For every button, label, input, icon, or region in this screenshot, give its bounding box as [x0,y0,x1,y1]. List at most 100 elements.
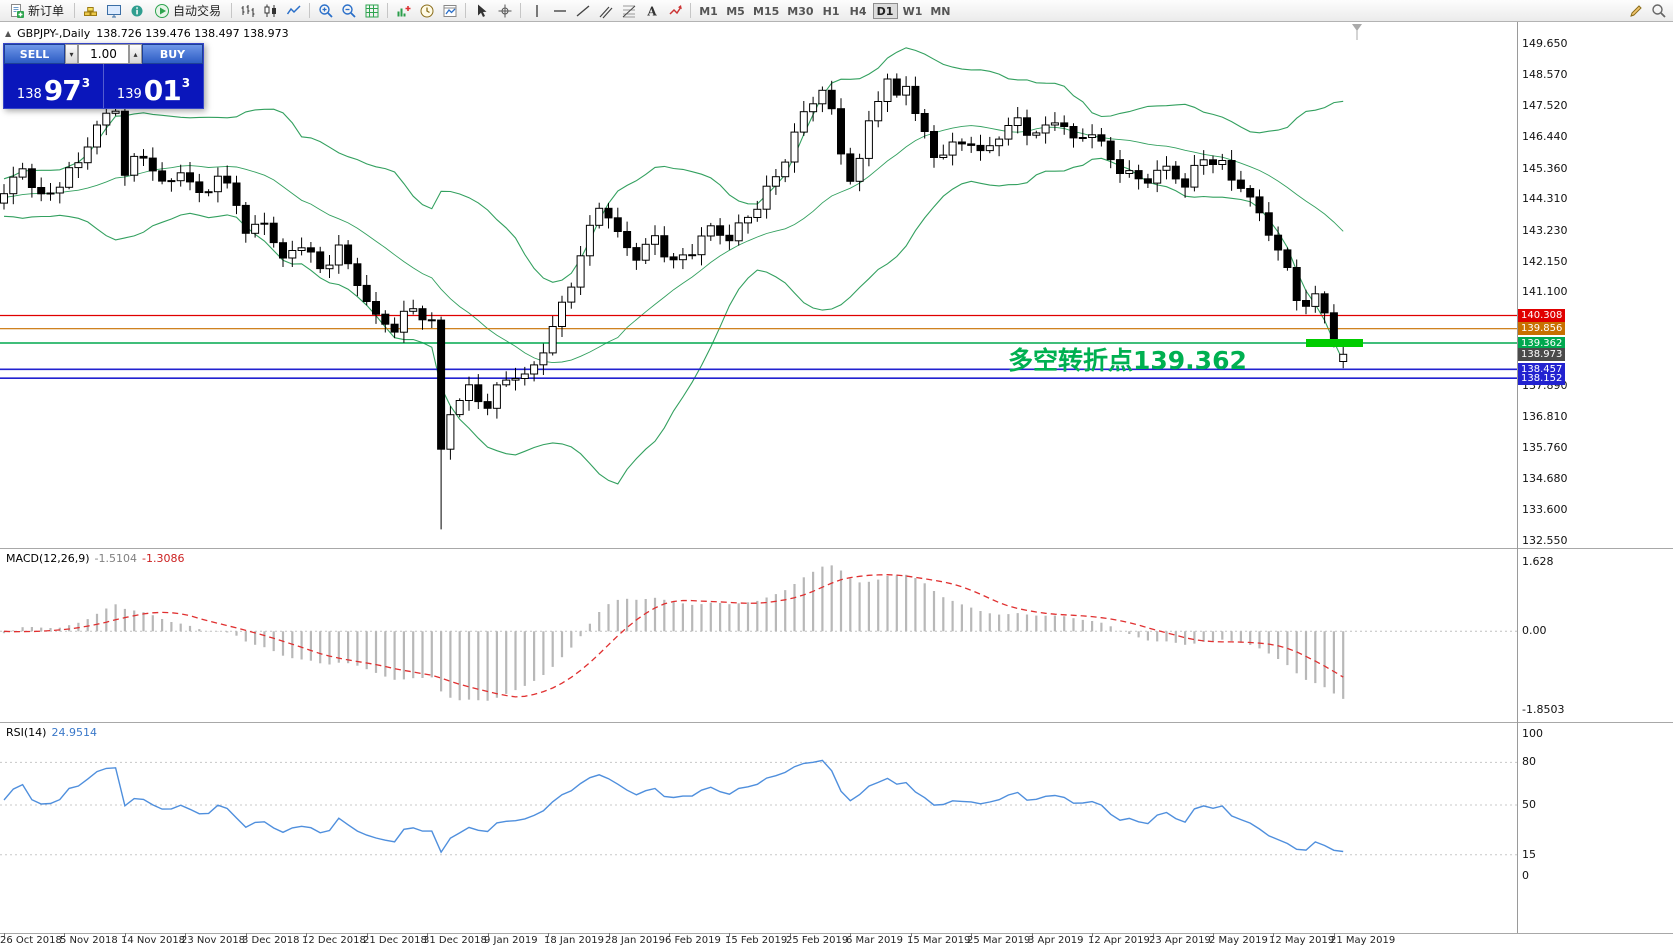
rsi-panel-separator[interactable] [0,722,1673,723]
date-axis-tick [548,933,549,937]
macd-canvas[interactable] [0,548,1517,722]
trendline-tool-toolbar-button[interactable] [572,2,593,20]
magnifier-tool-icon [1651,3,1666,18]
date-axis-label: 14 Nov 2018 [121,935,186,946]
gold-chart-toolbar-button[interactable] [80,2,101,20]
sell-price-prefix: 138 [16,87,42,103]
date-axis-tick [64,933,65,937]
date-axis-label: 3 Dec 2018 [242,935,300,946]
date-axis-tick [669,933,670,937]
horizontal-line-tool-toolbar-button[interactable] [549,2,570,20]
macd-panel-separator[interactable] [0,548,1673,549]
price-axis-border[interactable] [1517,22,1518,933]
date-axis-label: 15 Feb 2019 [725,935,788,946]
collapse-panel-icon[interactable]: ▲ [5,29,12,38]
date-axis-label: 12 Apr 2019 [1088,935,1150,946]
vertical-line-tool-toolbar-button[interactable] [526,2,547,20]
price-axis-label: 134.680 [1522,472,1568,485]
timeframe-m1[interactable]: M1 [699,4,718,18]
timeframe-d1[interactable]: D1 [872,2,898,19]
turning-point-annotation[interactable]: 多空转折点139.362 [1008,346,1247,375]
timeframe-m15[interactable]: M15 [753,4,780,18]
line-chart-mode-toolbar-button[interactable] [283,2,304,20]
new-order-label: 新订单 [28,4,65,18]
date-axis-tick [790,933,791,937]
draw-edit[interactable] [1625,2,1646,20]
date-axis-tick [488,933,489,937]
sell-button[interactable]: SELL [4,44,65,64]
date-axis-separator [0,933,1673,934]
timeframe-mn[interactable]: MN [930,4,951,18]
indicators-list-toolbar-button[interactable] [393,2,414,20]
channel-tool-toolbar-button[interactable] [595,2,616,20]
auto-trading-label: 自动交易 [173,4,222,18]
candlestick-mode-toolbar-button[interactable] [260,2,281,20]
price-axis-label: 145.360 [1522,162,1568,175]
new-order-button[interactable]: 新订单 [4,2,69,20]
macd-indicator-label: MACD(12,26,9) -1.5104 -1.3086 [6,552,184,565]
macd-axis-label: 0.00 [1522,624,1547,637]
price-axis-label: 136.810 [1522,410,1568,423]
toolbar-separator [690,3,692,18]
bar-chart-mode-toolbar-button[interactable] [237,2,258,20]
toolbar-separator [465,3,467,18]
crosshair-tool-toolbar-button[interactable] [494,2,515,20]
date-axis-tick [971,933,972,937]
cursor-tool-toolbar-button[interactable] [471,2,492,20]
macd-signal-value: -1.3086 [142,552,185,565]
timeframe-m5[interactable]: M5 [726,4,745,18]
volume-input[interactable]: 1.00 [78,44,129,64]
buy-price-display[interactable]: 139 01 3 [104,64,203,108]
price-axis-label: 147.520 [1522,99,1568,112]
market-watch-toolbar-button[interactable] [103,2,124,20]
date-axis-tick [367,933,368,937]
zoom-out-icon [341,3,356,18]
date-axis-tick [306,933,307,937]
indicators-list-icon [397,5,411,16]
date-axis-tick [911,933,912,937]
date-axis-label: 23 Nov 2018 [181,935,246,946]
date-axis-label: 6 Mar 2019 [846,935,904,946]
timeframe-m30[interactable]: M30 [787,4,814,18]
line-chart-mode-icon [286,4,301,14]
toolbar-separator [74,3,76,18]
main-chart-canvas[interactable] [0,22,1517,548]
arrows-tool-toolbar-button[interactable] [664,2,685,20]
draw-edit-icon [1629,4,1642,17]
date-axis-label: 2 May 2019 [1209,935,1268,946]
date-axis-label: 21 Dec 2018 [363,935,427,946]
price-level-tag: 139.856 [1518,322,1566,335]
timeframe-h1[interactable]: H1 [822,4,840,18]
sell-price-display[interactable]: 138 97 3 [4,64,104,108]
date-axis-tick [427,933,428,937]
cursor-tool-icon [477,4,487,17]
fibonacci-tool-toolbar-button[interactable] [618,2,639,20]
buy-button[interactable]: BUY [142,44,203,64]
data-window-toolbar-button[interactable] [126,2,147,20]
date-axis-label: 15 Mar 2019 [907,935,971,946]
toolbar-separator [520,3,522,18]
date-axis-label: 9 Jan 2019 [484,935,538,946]
volume-increase-button[interactable]: ▴ [129,44,142,64]
rsi-canvas[interactable] [0,722,1517,933]
timeframe-w1[interactable]: W1 [902,4,923,18]
zoom-out-toolbar-button[interactable] [338,2,359,20]
text-tool-icon: A [646,4,657,18]
templates-toolbar-button[interactable] [439,2,460,20]
date-axis-label: 25 Feb 2019 [786,935,849,946]
text-tool-toolbar-button[interactable]: A [641,2,662,20]
toolbar: 新订单 自动交易 A M1 M5 M15 M30 H1 H4 D1 W1 MN [0,0,1673,22]
zoom-in-toolbar-button[interactable] [315,2,336,20]
candlestick-mode-icon [264,4,276,17]
grid-toggle-toolbar-button[interactable] [361,2,382,20]
magnifier-tool[interactable] [1648,2,1669,20]
chart-ohlc-header: ▲ GBPJPY-,Daily 138.726 139.476 138.497 … [5,27,289,40]
volume-decrease-button[interactable]: ▾ [65,44,78,64]
timeframe-h4[interactable]: H4 [849,4,867,18]
date-axis-label: 6 Feb 2019 [665,935,721,946]
rsi-axis-label: 100 [1522,727,1543,740]
arrows-tool-icon [669,4,682,15]
auto-trading-button[interactable]: 自动交易 [149,2,226,20]
date-axis-tick [1153,933,1154,937]
periods-toolbar-button[interactable] [416,2,437,20]
